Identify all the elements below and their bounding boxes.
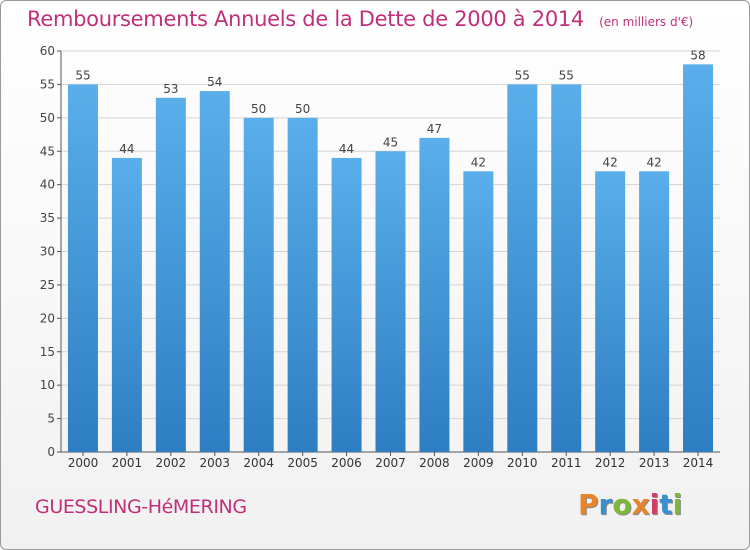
bar-2009 [463,171,494,453]
y-tick-label: 55 [40,77,55,91]
y-tick-label: 60 [40,44,55,58]
bar-2011 [551,84,582,453]
logo-letter: r [598,488,613,521]
data-label: 50 [251,102,266,116]
x-tick-label: 2009 [463,456,494,470]
logo-letter: i [672,488,683,521]
bar-2003 [199,91,230,452]
y-tick-label: 30 [40,245,55,259]
x-tick-label: 2014 [683,456,714,470]
x-tick-label: 2012 [595,456,626,470]
x-tick-label: 2005 [287,456,318,470]
data-label: 44 [119,142,134,156]
bar-2014 [683,64,714,452]
logo-letter: i [649,488,660,521]
bar-2008 [419,137,450,452]
x-tick-label: 2004 [243,456,274,470]
y-tick-label: 45 [40,144,55,158]
y-tick-label: 20 [40,311,55,325]
data-label: 58 [690,48,705,62]
x-tick-label: 2001 [112,456,143,470]
logo-letter: x [631,488,650,521]
logo-letter: o [612,488,632,521]
data-label: 55 [75,68,90,82]
y-tick-label: 35 [40,211,55,225]
data-labels: 55 44 53 54 50 50 44 45 47 42 55 55 42 42 58 [75,48,705,169]
x-tick-label: 2008 [419,456,450,470]
y-tick-label: 15 [40,345,55,359]
y-tick-label: 0 [47,445,55,459]
commune-name: GUESSLING-HéMERING [35,496,247,518]
chart-title: Remboursements Annuels de la Dette de 20… [27,7,693,31]
x-tick-label: 2003 [199,456,230,470]
logo-letter: t [659,488,673,521]
x-tick-label: 2006 [331,456,362,470]
proxiti-logo: Proxiti [578,488,682,521]
bar-2007 [375,151,406,452]
logo-letter: P [578,488,599,521]
bar-2006 [331,157,362,452]
x-tick-label: 2013 [639,456,670,470]
data-label: 53 [163,82,178,96]
x-tick-label: 2010 [507,456,538,470]
data-label: 47 [427,122,442,136]
bar-2000 [67,84,98,453]
y-tick-label: 40 [40,178,55,192]
y-tick-label: 10 [40,378,55,392]
x-tick-label: 2007 [375,456,406,470]
x-tick-label: 2011 [551,456,582,470]
x-tick-label: 2000 [68,456,99,470]
bar-2002 [155,97,186,453]
y-tick-label: 25 [40,278,55,292]
y-tick-label: 5 [47,412,55,426]
bars [67,64,714,453]
data-label: 50 [295,102,310,116]
data-label: 42 [646,155,661,169]
data-label: 42 [603,155,618,169]
bar-2012 [595,171,626,453]
x-tick-label: 2002 [156,456,187,470]
bar-2005 [287,117,318,452]
axes: 0 5 10 15 20 25 30 35 40 45 50 55 60 2000 2001 2002 2003… [40,44,720,470]
y-tick-label: 50 [40,111,55,125]
bar-2004 [243,117,274,452]
data-label: 55 [515,68,530,82]
bar-2010 [507,84,538,453]
data-label: 55 [559,68,574,82]
data-label: 54 [207,75,222,89]
chart-unit-label: (en milliers d'€) [599,15,694,29]
data-label: 42 [471,155,486,169]
data-label: 44 [339,142,354,156]
bar-2013 [639,171,670,453]
chart-title-text: Remboursements Annuels de la Dette de 20… [27,7,584,31]
bar-2001 [111,157,142,452]
data-label: 45 [383,135,398,149]
